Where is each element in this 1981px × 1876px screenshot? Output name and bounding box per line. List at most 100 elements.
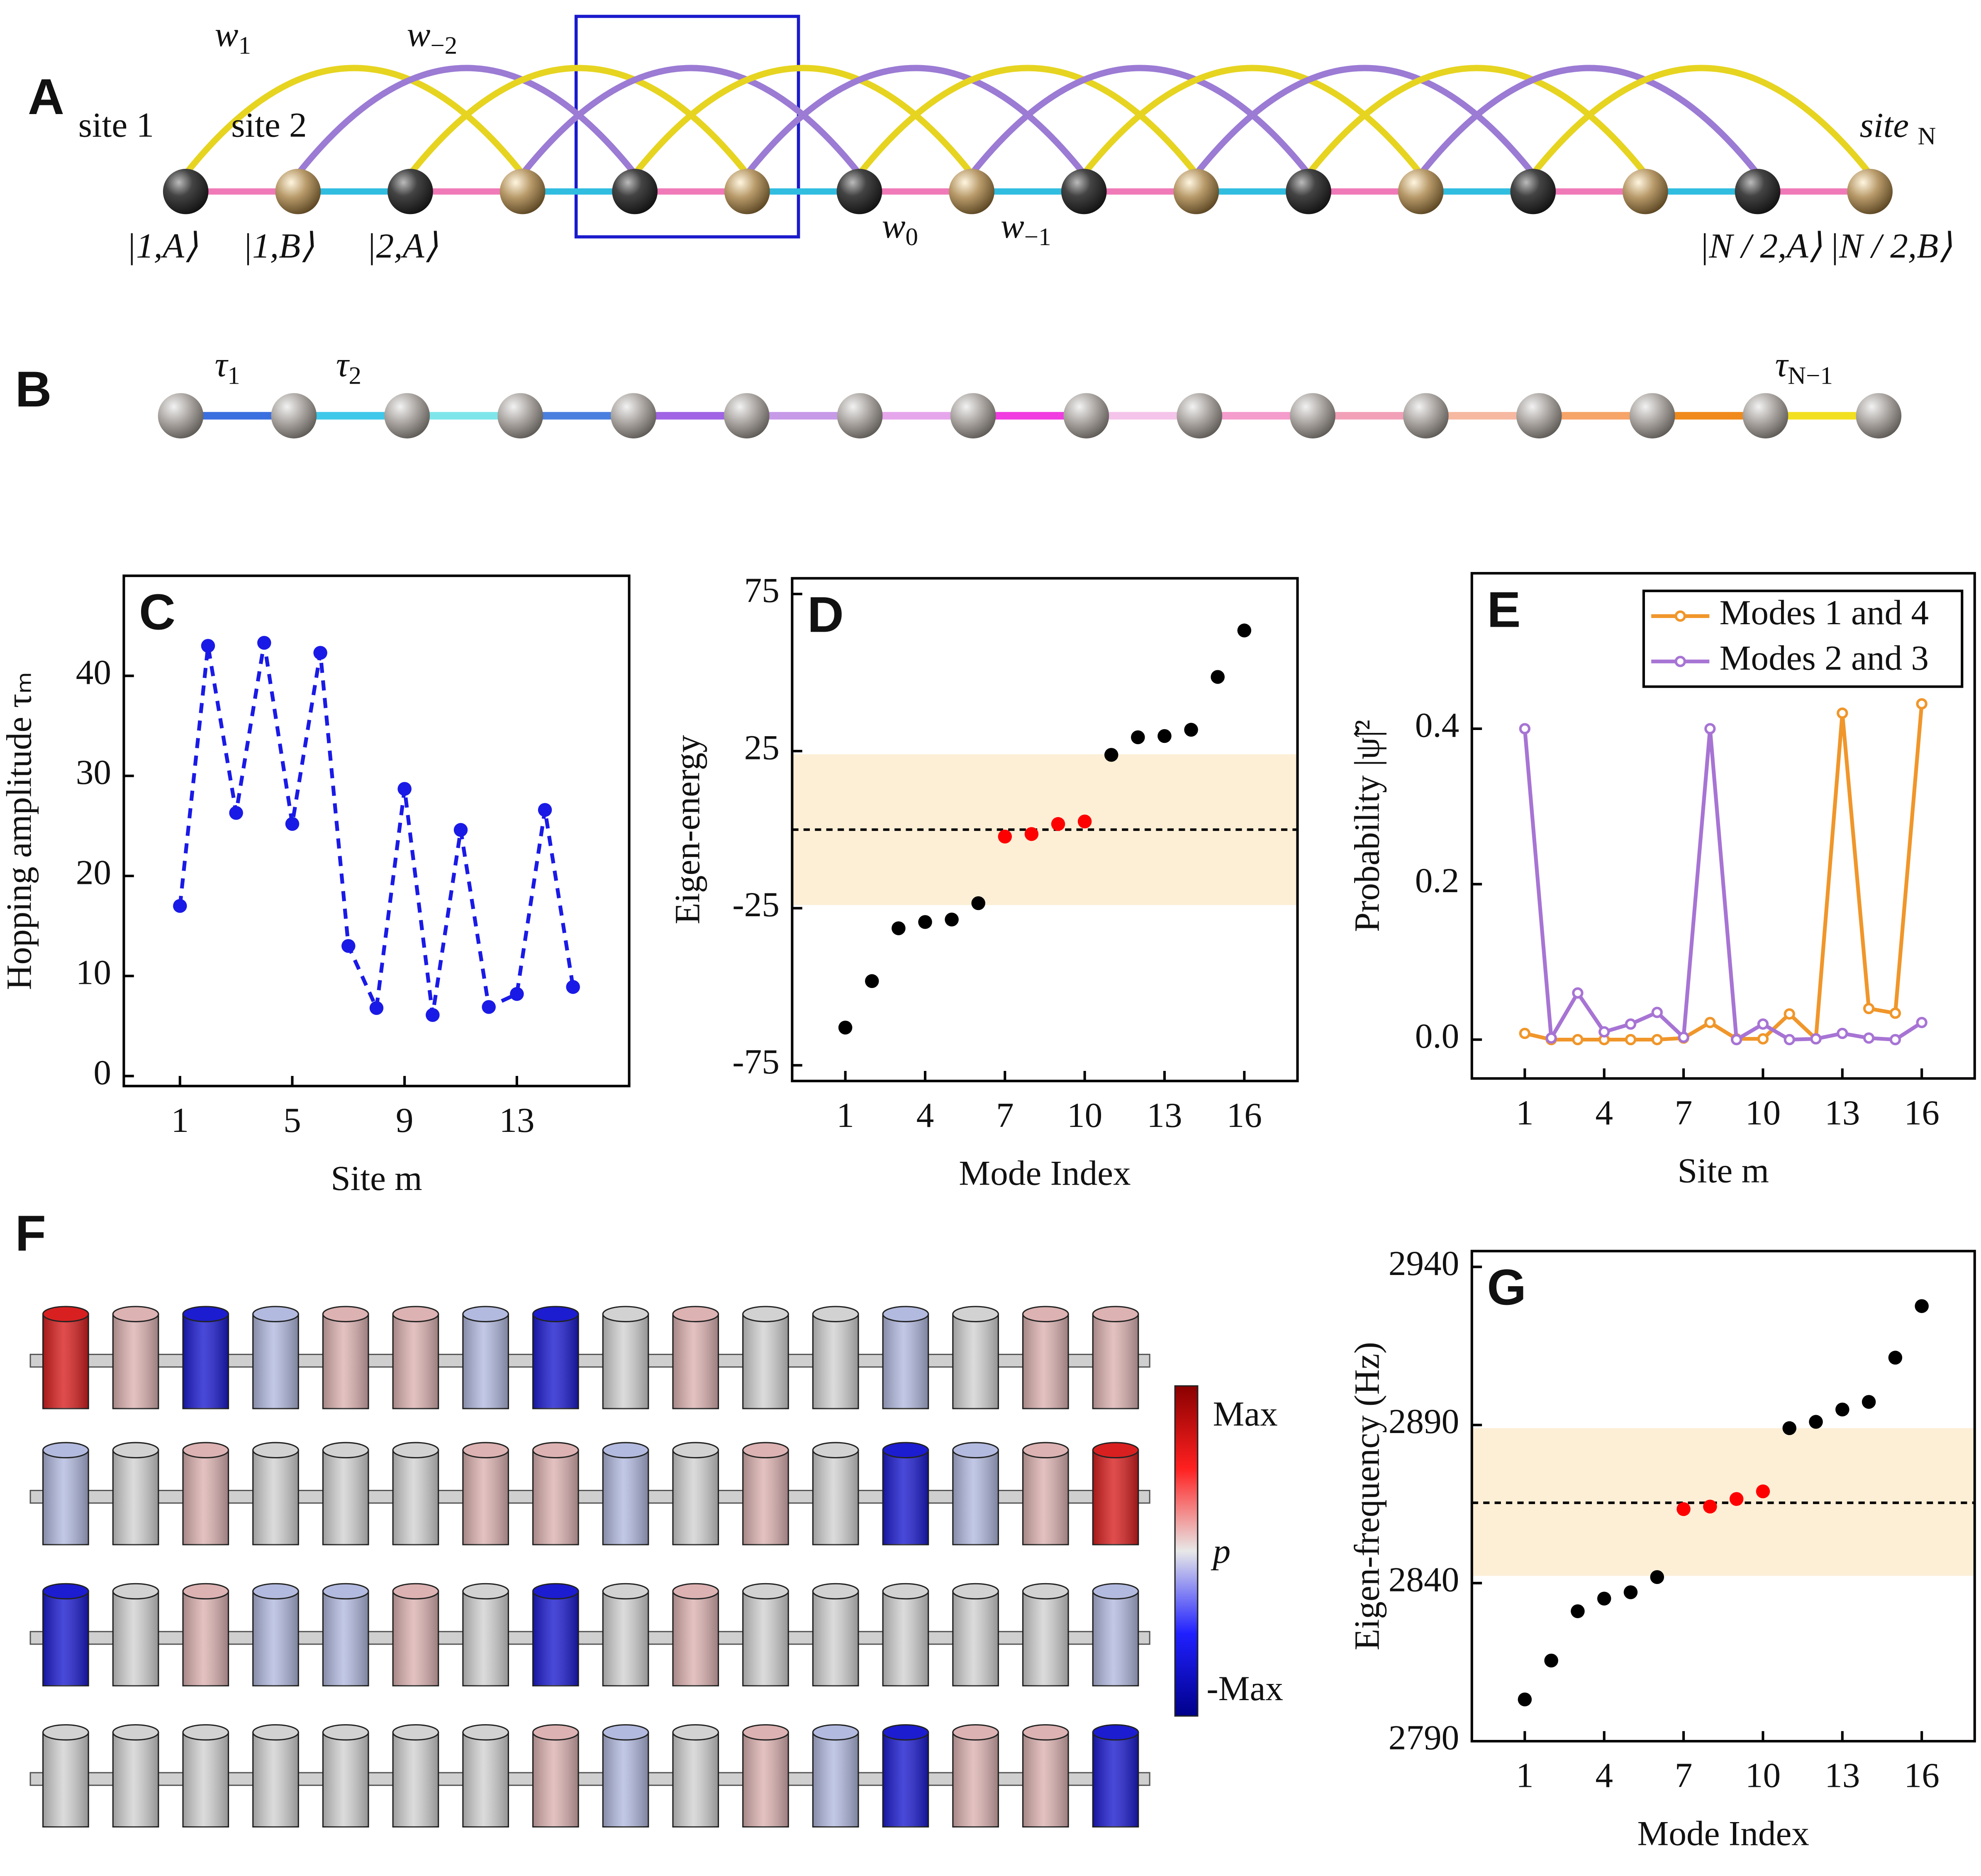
data-point: [1837, 707, 1848, 719]
resonator-shade: [113, 1591, 158, 1686]
resonator-shade: [463, 1314, 509, 1409]
x-tick-label: 16: [1904, 1756, 1940, 1795]
data-point: [1211, 670, 1225, 684]
long-hopping-arc: [1194, 65, 1536, 176]
data-point: [1572, 987, 1584, 999]
data-point: [1597, 1591, 1611, 1606]
panel-label: E: [1487, 582, 1520, 638]
axes-frame: [122, 574, 631, 1088]
colorbar-label: -Max: [1206, 1669, 1283, 1708]
data-point: [397, 782, 412, 796]
data-point: [453, 823, 468, 837]
data-point: [1835, 1402, 1849, 1416]
site: [949, 169, 994, 214]
resonator-shade: [1093, 1732, 1138, 1827]
series-line: [178, 642, 575, 1015]
data-point: [1757, 1033, 1769, 1045]
site: [271, 393, 317, 439]
resonator-shade: [673, 1732, 719, 1827]
data-point: [998, 830, 1012, 844]
x-tick-label: 7: [1675, 1756, 1693, 1795]
site: [1742, 393, 1789, 439]
resonator-top: [252, 1583, 299, 1600]
resonator-top: [182, 1442, 229, 1459]
site: [1623, 169, 1668, 214]
resonator-shade: [603, 1732, 648, 1827]
data-point: [1157, 729, 1172, 743]
resonator-top: [812, 1583, 859, 1600]
resonator-shade: [323, 1450, 369, 1545]
label-sub: 1: [239, 32, 251, 59]
resonator-top: [42, 1442, 89, 1459]
colorbar-label: p: [1211, 1532, 1231, 1571]
site: [1856, 393, 1902, 439]
site: [275, 169, 321, 214]
axes-frame: [1470, 1250, 1976, 1743]
data-point: [1572, 1034, 1584, 1046]
resonator-top: [602, 1306, 649, 1322]
data-point: [918, 915, 932, 929]
data-point: [1756, 1484, 1770, 1499]
resonator-top: [532, 1583, 579, 1600]
resonator-top: [812, 1724, 859, 1741]
resonator-top: [672, 1583, 719, 1600]
data-point: [201, 639, 215, 653]
site: [1629, 393, 1675, 439]
resonator-top: [882, 1583, 929, 1600]
data-point: [285, 817, 300, 831]
resonator-top: [182, 1724, 229, 1741]
state-label: |N / 2,B⟩: [1830, 226, 1952, 265]
y-tick-label: 20: [76, 853, 111, 892]
site: [724, 393, 770, 439]
resonator-top: [1092, 1583, 1139, 1600]
data-point: [1519, 723, 1531, 735]
resonator-top: [322, 1583, 369, 1600]
resonator-shade: [813, 1450, 858, 1545]
data-point: [865, 974, 879, 988]
resonator-shade: [393, 1591, 439, 1686]
resonator-top: [252, 1724, 299, 1741]
y-tick-label: 2940: [1389, 1244, 1460, 1283]
y-axis-label: Eigen-energy: [668, 735, 707, 925]
data-point: [1784, 1008, 1795, 1020]
long-hopping-arc: [969, 65, 1311, 176]
state-label: |N / 2,A⟩: [1699, 226, 1822, 265]
resonator-shade: [43, 1314, 89, 1409]
data-point: [1678, 1032, 1689, 1043]
data-point: [510, 987, 524, 1001]
resonator-shade: [673, 1450, 719, 1545]
label-main: τ: [215, 345, 229, 384]
x-tick-label: 4: [1595, 1093, 1613, 1132]
colorbar: [1174, 1385, 1199, 1717]
resonator-top: [672, 1442, 719, 1459]
x-axis-label: Mode Index: [1637, 1814, 1809, 1853]
resonator-top: [1092, 1442, 1139, 1459]
resonator-shade: [673, 1591, 719, 1686]
resonator-shade: [603, 1450, 648, 1545]
data-point: [1837, 1027, 1848, 1039]
site: [500, 169, 546, 214]
resonator-top: [322, 1724, 369, 1741]
y-tick-label: 0: [93, 1053, 111, 1092]
x-axis-label: Site m: [331, 1159, 422, 1198]
label-main: site: [1860, 105, 1918, 144]
resonator-shade: [603, 1591, 648, 1686]
site: [1847, 169, 1893, 214]
data-point: [1863, 1002, 1875, 1015]
y-tick-label: 2890: [1389, 1402, 1460, 1441]
series-line: [1523, 728, 1923, 1044]
y-tick-label: 2840: [1389, 1560, 1460, 1599]
x-tick-label: 16: [1904, 1093, 1940, 1132]
site: [1516, 393, 1562, 439]
data-point: [1625, 1034, 1637, 1046]
resonator-shade: [813, 1732, 858, 1827]
label: w0: [882, 206, 918, 251]
data-point: [1809, 1415, 1823, 1429]
resonator-top: [952, 1583, 999, 1600]
long-hopping-arc: [1418, 65, 1760, 176]
resonator-shade: [883, 1450, 928, 1545]
resonator-shade: [883, 1732, 928, 1827]
resonator-top: [462, 1583, 509, 1600]
data-point: [1916, 1017, 1927, 1028]
x-tick-label: 5: [283, 1101, 301, 1140]
